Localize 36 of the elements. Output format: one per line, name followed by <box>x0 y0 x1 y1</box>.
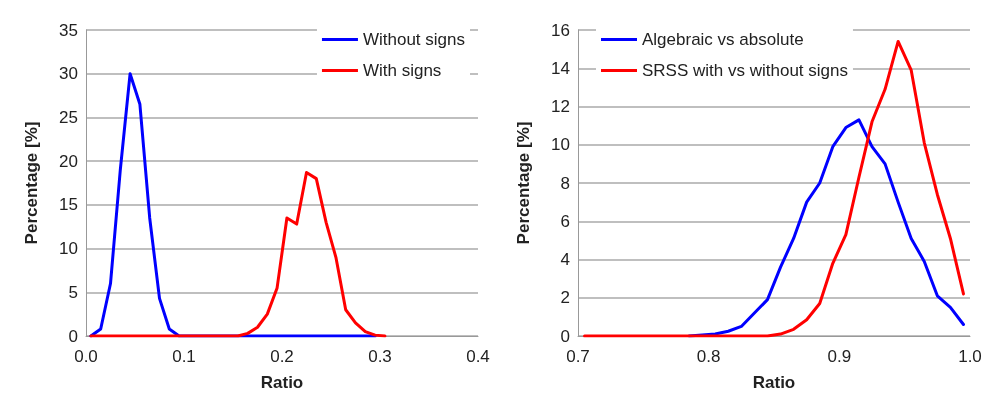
line-series <box>89 171 387 338</box>
y-tick-label: 4 <box>560 250 570 269</box>
y-axis-title: Percentage [%] <box>514 121 533 245</box>
x-tick-label: 0.7 <box>566 347 590 366</box>
y-tick-label: 0 <box>560 326 570 346</box>
y-tick-label: 35 <box>59 20 78 40</box>
x-tick-label: 0.9 <box>827 347 852 366</box>
y-tick-label: 10 <box>551 135 570 155</box>
y-tick-label: 8 <box>560 173 570 193</box>
legend-label: SRSS with vs without signs <box>642 61 848 80</box>
line-series <box>687 118 965 338</box>
y-tick-label: 6 <box>560 211 570 231</box>
legend-label: Without signs <box>362 30 466 49</box>
y-tick-label: 20 <box>59 151 78 171</box>
x-tick-label: 0.2 <box>270 347 294 366</box>
y-tick-label: 2 <box>560 288 570 308</box>
y-tick-label: 14 <box>551 58 570 78</box>
x-tick-label: 0.8 <box>696 347 721 366</box>
y-tick-label: 25 <box>59 107 78 127</box>
y-tick-label: 15 <box>59 195 78 215</box>
y-tick-label: 5 <box>68 282 78 302</box>
x-axis-title: Ratio <box>752 373 796 392</box>
legend-label: Algebraic vs absolute <box>642 30 804 49</box>
y-tick-label: 0 <box>68 326 78 346</box>
x-tick-label: 1.0 <box>958 347 982 366</box>
x-tick-label: 0.3 <box>368 347 392 366</box>
y-tick-label: 30 <box>59 64 78 84</box>
x-tick-label: 0.1 <box>172 347 196 366</box>
y-tick-label: 12 <box>551 97 570 116</box>
x-tick-label: 0.0 <box>74 347 98 366</box>
y-tick-label: 10 <box>59 239 78 259</box>
x-axis-title: Ratio <box>260 373 304 392</box>
x-tick-label: 0.4 <box>466 347 490 366</box>
legend-label: With signs <box>362 61 442 80</box>
y-axis-title: Percentage [%] <box>22 121 41 245</box>
y-tick-label: 16 <box>551 20 570 40</box>
